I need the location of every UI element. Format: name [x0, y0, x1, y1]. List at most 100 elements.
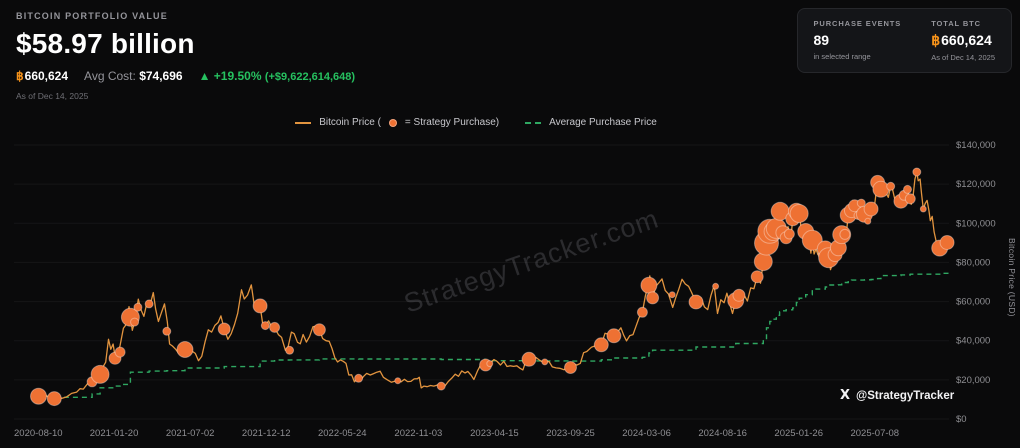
- purchase-marker[interactable]: [269, 321, 281, 333]
- purchase-marker[interactable]: [521, 351, 537, 367]
- btc-symbol-icon: ฿: [931, 32, 941, 48]
- y-axis-title: Bitcoin Price (USD): [1007, 238, 1017, 317]
- purchase-marker[interactable]: [176, 341, 194, 358]
- purchase-marker[interactable]: [252, 298, 268, 314]
- purchase-marker[interactable]: [564, 361, 577, 374]
- purchase-marker[interactable]: [750, 270, 764, 284]
- purchase-marker[interactable]: [886, 181, 896, 191]
- purchase-marker[interactable]: [904, 193, 916, 205]
- x-tick-label: 2020-08-10: [14, 428, 63, 439]
- purchase-marker[interactable]: [712, 282, 720, 290]
- purchase-marker[interactable]: [593, 337, 609, 353]
- purchase-marker[interactable]: [912, 167, 922, 177]
- purchase-marker[interactable]: [789, 204, 809, 223]
- legend-price-label: Bitcoin Price (: [319, 117, 381, 128]
- legend-avg-label: Average Purchase Price: [549, 117, 657, 128]
- y-tick-label: $120,000: [956, 179, 996, 190]
- twitter-handle-text: @StrategyTracker: [856, 389, 955, 402]
- purchase-marker[interactable]: [90, 364, 110, 384]
- purchase-marker[interactable]: [839, 228, 851, 240]
- total-btc-value: ฿660,624: [931, 32, 995, 49]
- avg-cost-label: Avg Cost:: [84, 69, 136, 83]
- y-tick-label: $40,000: [956, 336, 990, 347]
- x-tick-label: 2022-11-03: [394, 428, 442, 439]
- purchase-marker[interactable]: [801, 229, 823, 251]
- bitcoin-price-line: [37, 171, 950, 400]
- purchase-marker[interactable]: [753, 252, 773, 272]
- legend-purchase-label: = Strategy Purchase): [404, 117, 500, 128]
- purchase-marker[interactable]: [162, 326, 172, 336]
- y-tick-label: $140,000: [956, 140, 996, 151]
- y-tick-label: $0: [956, 414, 967, 425]
- purchase-marker[interactable]: [783, 228, 795, 240]
- x-tick-label: 2025-01-26: [774, 428, 823, 439]
- purchase-marker[interactable]: [646, 291, 660, 305]
- purchase-marker[interactable]: [285, 345, 295, 355]
- x-tick-label: 2023-04-15: [470, 428, 519, 439]
- x-tick-label: 2025-07-08: [850, 428, 899, 439]
- purchase-marker[interactable]: [133, 302, 143, 312]
- stats-row: ฿660,624 Avg Cost: $74,696 ▲ +19.50% (+$…: [16, 69, 355, 83]
- y-tick-label: $20,000: [956, 375, 990, 386]
- x-tick-label: 2021-12-12: [242, 428, 291, 439]
- purchase-events-block: PURCHASE EVENTS 89 in selected range: [814, 19, 902, 62]
- average-purchase-price-line: [38, 272, 950, 398]
- avg-cost-value: $74,696: [139, 69, 183, 83]
- portfolio-label: BITCOIN PORTFOLIO VALUE: [16, 11, 168, 21]
- y-tick-label: $60,000: [956, 297, 990, 308]
- purchase-marker[interactable]: [436, 381, 446, 391]
- purchase-marker[interactable]: [260, 321, 270, 331]
- purchase-marker[interactable]: [486, 360, 494, 368]
- gain: ▲ +19.50% (+$9,622,614,648): [199, 69, 355, 83]
- y-tick-label: $100,000: [956, 218, 996, 229]
- btc-amount: 660,624: [24, 69, 69, 83]
- avg-cost: Avg Cost: $74,696: [84, 69, 183, 83]
- purchase-marker[interactable]: [144, 299, 154, 309]
- price-line-swatch-icon: [295, 121, 312, 124]
- purchase-marker[interactable]: [636, 306, 648, 318]
- purchase-marker[interactable]: [541, 358, 549, 366]
- purchase-marker[interactable]: [606, 328, 622, 344]
- purchase-marker[interactable]: [939, 235, 955, 250]
- x-tick-label: 2021-07-02: [166, 428, 215, 439]
- change-percent: ▲ +19.50%: [198, 69, 262, 83]
- purchase-events-value: 89: [813, 32, 830, 48]
- change-absolute: (+$9,622,614,648): [264, 71, 356, 83]
- x-tick-label: 2023-09-25: [546, 428, 595, 439]
- purchase-marker[interactable]: [872, 180, 890, 198]
- purchase-marker[interactable]: [919, 205, 927, 213]
- purchase-events-sub: in selected range: [813, 52, 871, 61]
- total-btc-label: TOTAL BTC: [931, 19, 981, 28]
- purchase-marker[interactable]: [640, 276, 658, 294]
- summary-panel: PURCHASE EVENTS 89 in selected range TOT…: [796, 8, 1012, 73]
- twitter-handle[interactable]: X @StrategyTracker: [840, 388, 954, 403]
- purchase-marker[interactable]: [130, 317, 140, 327]
- purchase-marker[interactable]: [30, 387, 47, 405]
- purchase-marker[interactable]: [863, 201, 879, 217]
- purchase-marker[interactable]: [394, 377, 402, 385]
- purchase-marker[interactable]: [732, 288, 746, 302]
- purchase-marker[interactable]: [903, 184, 912, 194]
- purchase-marker[interactable]: [217, 322, 231, 336]
- purchase-dot-icon: [388, 118, 397, 127]
- purchase-marker[interactable]: [46, 391, 62, 407]
- total-btc-block: TOTAL BTC ฿660,624 As of Dec 14, 2025: [931, 19, 995, 62]
- btc-symbol-icon: ฿: [16, 69, 24, 83]
- purchase-marker[interactable]: [114, 346, 126, 358]
- purchase-marker[interactable]: [312, 323, 326, 337]
- purchase-marker[interactable]: [354, 373, 364, 383]
- x-tick-label: 2024-08-16: [698, 428, 747, 439]
- x-logo-icon: X: [840, 388, 851, 403]
- y-tick-label: $80,000: [956, 257, 990, 268]
- purchase-marker[interactable]: [688, 294, 704, 310]
- x-tick-label: 2021-01-20: [90, 428, 139, 439]
- purchase-marker[interactable]: [668, 291, 676, 299]
- purchase-events-label: PURCHASE EVENTS: [813, 19, 902, 28]
- purchase-marker[interactable]: [864, 217, 872, 225]
- as-of-date: As of Dec 14, 2025: [16, 91, 89, 101]
- chart-legend: Bitcoin Price ( = Strategy Purchase) Ave…: [0, 117, 952, 128]
- total-btc-amount: 660,624: [941, 32, 992, 48]
- portfolio-value: $58.97 billion: [16, 28, 195, 59]
- portfolio-header: BITCOIN PORTFOLIO VALUE $58.97 billion ฿…: [16, 11, 355, 101]
